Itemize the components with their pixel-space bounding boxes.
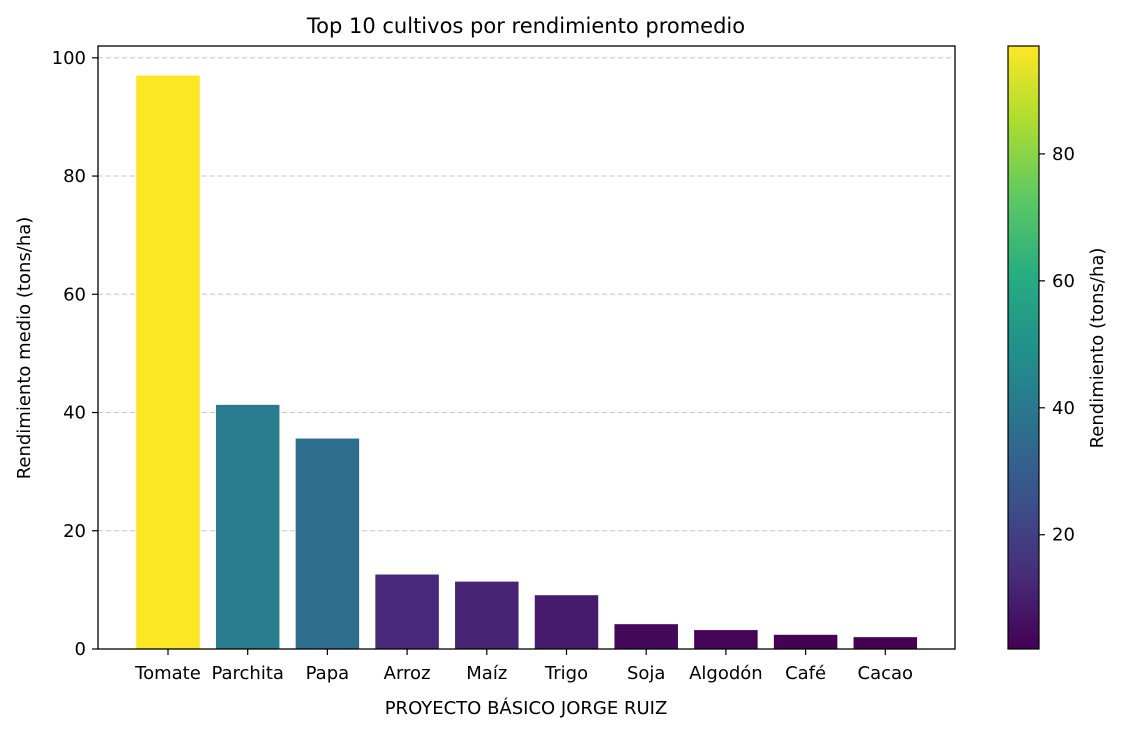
bar-maíz	[455, 581, 519, 649]
x-axis-ticks: Tomate Parchita Papa Arroz Maíz Trigo Soja Algo…	[134, 649, 913, 684]
colorbar	[1007, 45, 1040, 650]
bar-café	[773, 634, 838, 649]
bar-arroz	[375, 574, 439, 649]
colorbar-tick-label: 40	[1052, 398, 1075, 419]
plot-frame	[97, 45, 956, 650]
y-axis-ticks: 0 20 40 60 80 100	[52, 48, 98, 660]
y-tick-label: 80	[63, 166, 86, 187]
x-tick-label: Soja	[627, 663, 665, 684]
colorbar-label: Rendimiento (tons/ha)	[1087, 248, 1108, 449]
colorbar-tick-label: 80	[1052, 144, 1075, 165]
x-tick-label: Arroz	[384, 663, 431, 684]
grid-lines	[98, 57, 955, 532]
x-tick-label: Algodón	[689, 663, 763, 684]
bar-tomate	[136, 75, 200, 649]
y-tick-label: 100	[52, 48, 86, 69]
y-tick-label: 20	[63, 521, 86, 542]
bars	[136, 75, 918, 649]
x-tick-label: Maíz	[466, 663, 507, 684]
colorbar-tick-label: 20	[1052, 525, 1075, 546]
bar-trigo	[534, 595, 599, 649]
x-axis-label: PROYECTO BÁSICO JORGE RUIZ	[385, 697, 668, 719]
x-tick-label: Parchita	[211, 663, 283, 684]
y-tick-label: 0	[75, 639, 86, 660]
y-tick-label: 40	[63, 403, 86, 424]
y-tick-label: 60	[63, 284, 86, 305]
x-tick-label: Cacao	[858, 663, 914, 684]
bar-cacao	[853, 637, 918, 649]
x-tick-label: Café	[785, 663, 826, 684]
bar-parchita	[215, 404, 280, 649]
x-tick-label: Tomate	[134, 663, 201, 684]
chart-title: Top 10 cultivos por rendimiento promedio	[306, 14, 745, 38]
bar-papa	[295, 438, 360, 649]
bar-algodón	[694, 630, 758, 649]
x-tick-label: Trigo	[544, 663, 588, 684]
y-axis-label: Rendimiento medio (tons/ha)	[14, 217, 35, 480]
colorbar-ticks: 20 40 60 80	[1039, 144, 1075, 546]
bar-soja	[614, 624, 678, 649]
x-tick-label: Papa	[306, 663, 350, 684]
colorbar-tick-label: 60	[1052, 271, 1075, 292]
